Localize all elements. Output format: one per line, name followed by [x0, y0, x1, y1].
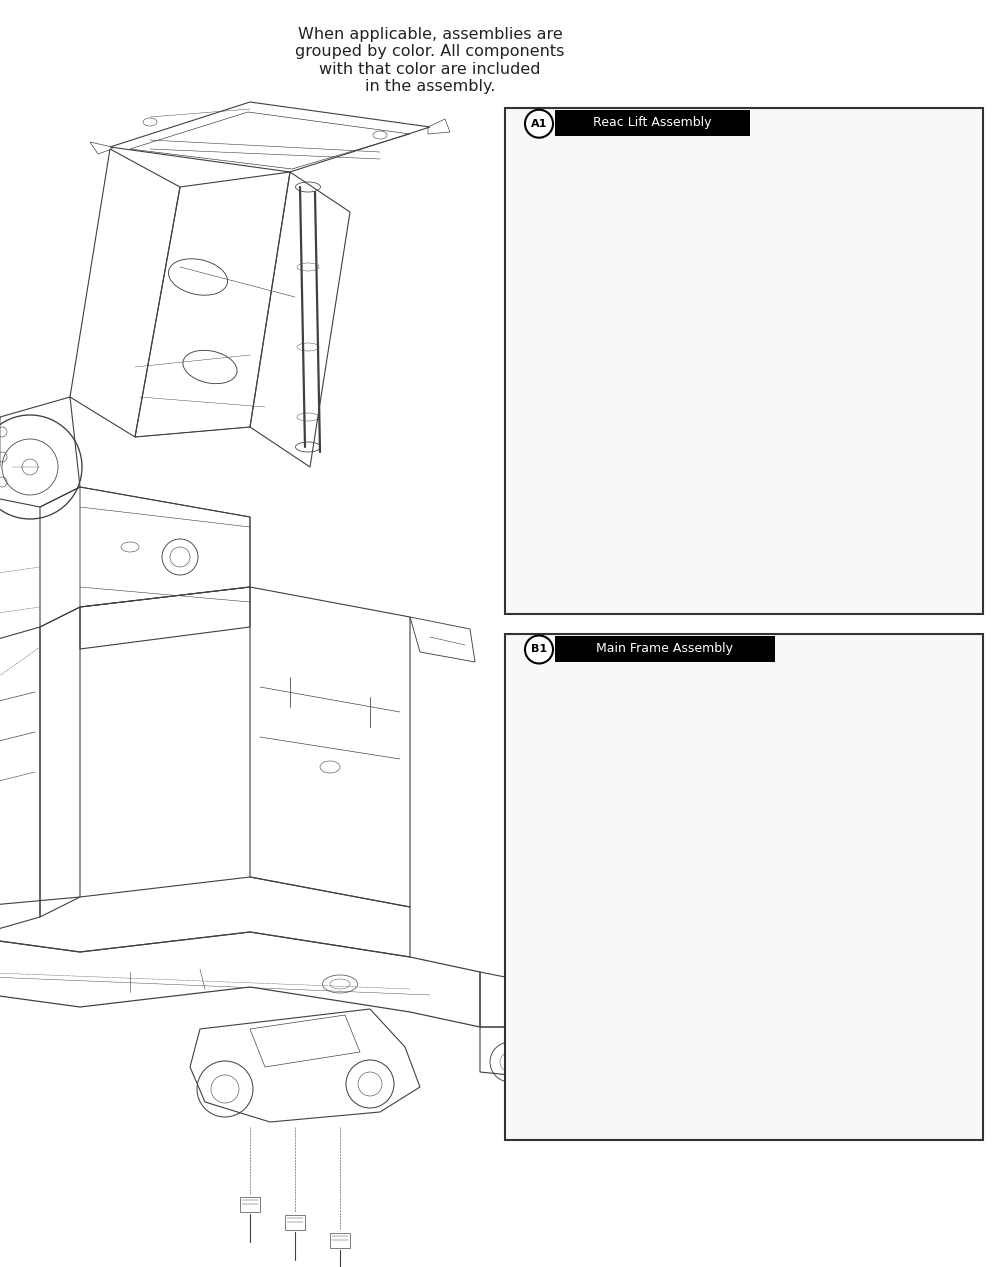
Circle shape [525, 636, 553, 664]
Bar [555, 636, 775, 661]
Text: When applicable, assemblies are
grouped by color. All components
with that color: When applicable, assemblies are grouped … [295, 27, 565, 94]
Text: Main Frame Assembly: Main Frame Assembly [596, 642, 734, 655]
Text: A1: A1 [531, 119, 547, 129]
Bar [505, 634, 983, 1140]
Text: B1: B1 [531, 645, 547, 655]
Text: Reac Lift Assembly: Reac Lift Assembly [593, 117, 711, 129]
Bar [555, 110, 750, 136]
Bar [505, 108, 983, 614]
Circle shape [525, 110, 553, 138]
